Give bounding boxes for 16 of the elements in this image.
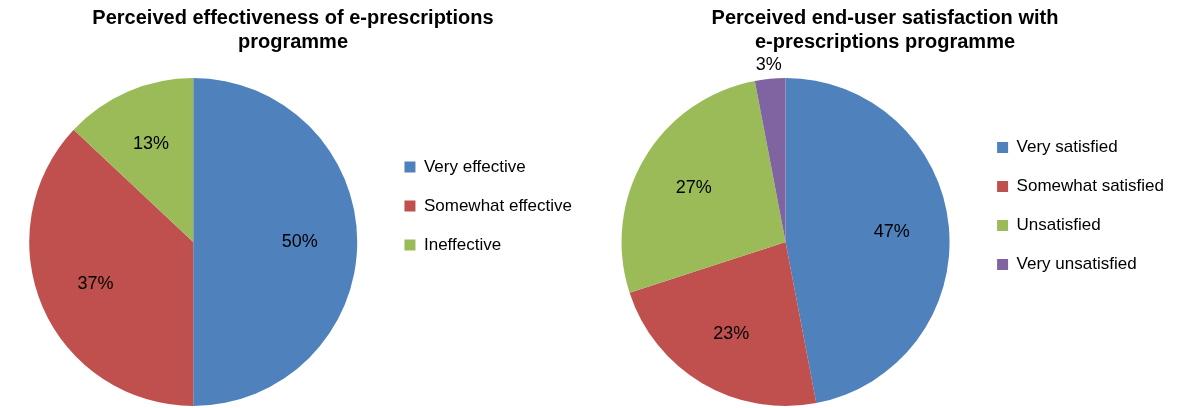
legend-label: Very unsatisfied [1016,254,1137,274]
data-label: 47% [873,220,910,241]
data-label: 3% [755,53,782,74]
chart-title: Perceived end-user satisfaction with e-prescriptions programme [711,5,1059,52]
legend-label: Very effective [423,156,526,176]
data-label: 13% [132,133,169,154]
data-label: 27% [675,176,712,197]
legend-label: Unsatisfied [1016,215,1101,235]
data-label: 23% [713,322,750,343]
legend-label: Somewhat effective [423,195,572,215]
chart-title: Perceived effectiveness of e-prescriptions programme [92,5,494,52]
legend-label: Very satisfied [1016,137,1118,157]
data-label: 50% [281,230,318,251]
legend-label: Somewhat satisfied [1016,176,1164,196]
data-label: 37% [77,273,114,294]
legend-label: Ineffective [423,234,502,254]
